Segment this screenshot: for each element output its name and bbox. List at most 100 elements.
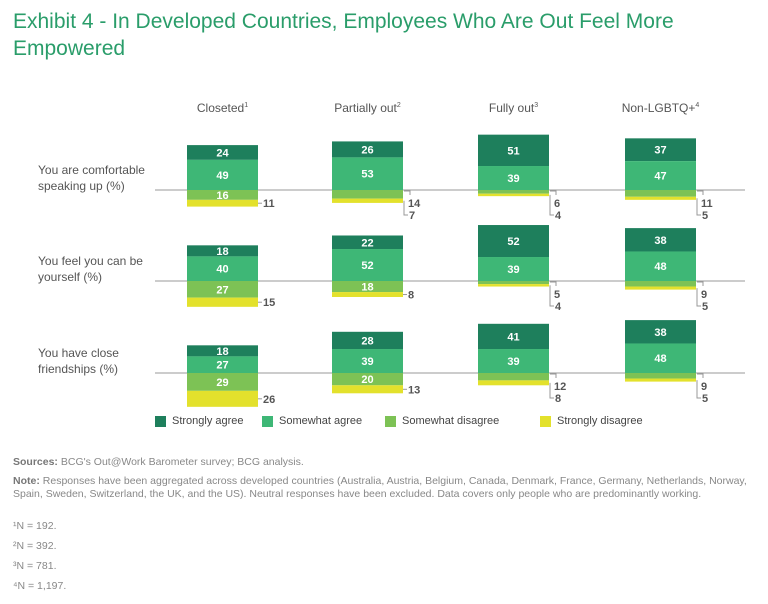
data-label: 9 [701, 289, 707, 301]
bar-segment-somewhat-disagree [478, 373, 549, 381]
bar-segment-somewhat-disagree [625, 190, 696, 197]
bar-segment-somewhat-agree [187, 356, 258, 373]
bar-segment-somewhat-agree [478, 257, 549, 281]
bar-segment-somewhat-disagree [625, 281, 696, 287]
row-label: You have close friendships (%) [38, 346, 119, 376]
data-label: 20 [361, 374, 373, 386]
data-label: 15 [263, 297, 275, 309]
group-header: Closeted1 [153, 101, 293, 115]
bar-segment-strongly-disagree [625, 378, 696, 382]
bar-segment-strongly-agree [625, 138, 696, 162]
data-label: 29 [216, 377, 228, 389]
bar-segment-strongly-agree [187, 145, 258, 160]
group-label: Non-LGBTQ+ [621, 101, 696, 115]
data-label: 4 [555, 301, 562, 313]
data-label: 9 [701, 381, 707, 393]
bar-segment-somewhat-agree [332, 249, 403, 281]
data-label: 53 [361, 169, 373, 181]
bar-segment-strongly-agree [625, 320, 696, 344]
bar-segment-somewhat-disagree [332, 190, 403, 199]
chart-title: Exhibit 4 - In Developed Countries, Empl… [13, 10, 674, 60]
data-label: 14 [408, 198, 421, 210]
footnote-1: ¹N = 192. [13, 520, 57, 532]
bar-segment-strongly-agree [187, 245, 258, 257]
leader-line [696, 288, 701, 307]
note-label: Note: [13, 475, 40, 487]
group-header: Fully out3 [444, 101, 584, 115]
data-label: 5 [554, 289, 560, 301]
bar-segment-strongly-agree [332, 235, 403, 250]
leader-line [696, 380, 701, 399]
leader-line [697, 373, 704, 378]
group-note: 2 [396, 102, 401, 109]
footnote-4: ⁴N = 1,197. [13, 580, 67, 592]
sources-text: BCG's Out@Work Barometer survey; BCG ana… [60, 456, 304, 468]
data-label: 52 [507, 236, 519, 248]
note: Note: Responses have been aggregated acr… [13, 475, 758, 500]
data-label: 40 [216, 264, 228, 276]
legend-label: Strongly agree [172, 415, 244, 427]
group-label: Partially out [334, 101, 397, 115]
data-label: 48 [654, 353, 666, 365]
data-label: 27 [216, 360, 228, 372]
bar-segment-somewhat-disagree [187, 373, 258, 391]
legend-swatch [540, 415, 551, 427]
legend-swatch [385, 415, 396, 427]
sources-label: Sources: [13, 456, 58, 468]
bar-segment-somewhat-agree [478, 166, 549, 190]
leader-line [550, 373, 557, 378]
group-note: 4 [695, 102, 700, 109]
data-label: 26 [263, 394, 275, 406]
bar-segment-strongly-agree [478, 323, 549, 350]
data-label: 52 [361, 260, 373, 272]
leader-line [550, 190, 557, 195]
bar-segment-strongly-agree [625, 228, 696, 252]
data-label: 24 [216, 147, 229, 159]
data-label: 22 [361, 237, 373, 249]
data-label: 28 [361, 335, 373, 347]
bar-segment-strongly-agree [478, 225, 549, 258]
bar-segment-somewhat-disagree [332, 373, 403, 386]
bar-segment-somewhat-agree [332, 157, 403, 190]
data-label: 18 [216, 346, 228, 358]
data-label: 27 [216, 284, 228, 296]
group-header: Non-LGBTQ+4 [591, 101, 731, 115]
legend-swatch [262, 415, 273, 427]
data-label: 5 [702, 210, 708, 222]
bar-segment-strongly-disagree [187, 390, 258, 407]
bar-segment-strongly-agree [332, 141, 403, 158]
bar-segment-somewhat-disagree [478, 281, 549, 285]
data-label: 47 [654, 171, 666, 183]
bar-segment-strongly-disagree [625, 196, 696, 200]
leader-line [403, 200, 408, 216]
data-label: 8 [555, 393, 561, 405]
bar-segment-somewhat-agree [478, 349, 549, 373]
note-text: Responses have been aggregated across de… [13, 475, 747, 500]
legend-label: Strongly disagree [557, 415, 643, 427]
bar-segment-strongly-disagree [187, 199, 258, 207]
bar-segment-somewhat-disagree [478, 190, 549, 194]
group-header: Partially out2 [298, 101, 438, 115]
bar-segment-strongly-disagree [332, 292, 403, 297]
data-label: 7 [409, 210, 415, 222]
data-label: 5 [702, 393, 708, 405]
leader-line [404, 190, 411, 195]
bar-segment-somewhat-agree [625, 161, 696, 190]
data-label: 38 [654, 235, 666, 247]
bar-segment-strongly-disagree [332, 198, 403, 203]
bar-segment-somewhat-agree [187, 256, 258, 281]
leader-line [549, 194, 554, 216]
group-note: 1 [244, 102, 249, 109]
data-label: 5 [702, 301, 708, 313]
bar-segment-somewhat-agree [625, 251, 696, 281]
data-label: 8 [408, 290, 414, 302]
row-label: You are comfortable speaking up (%) [38, 163, 145, 193]
bar-segment-strongly-disagree [478, 193, 549, 197]
data-label: 4 [555, 210, 562, 222]
data-label: 37 [654, 145, 666, 157]
data-label: 41 [507, 331, 519, 343]
legend-item: Strongly disagree [540, 415, 643, 427]
bar-segment-strongly-disagree [332, 385, 403, 394]
leader-line [697, 190, 704, 195]
